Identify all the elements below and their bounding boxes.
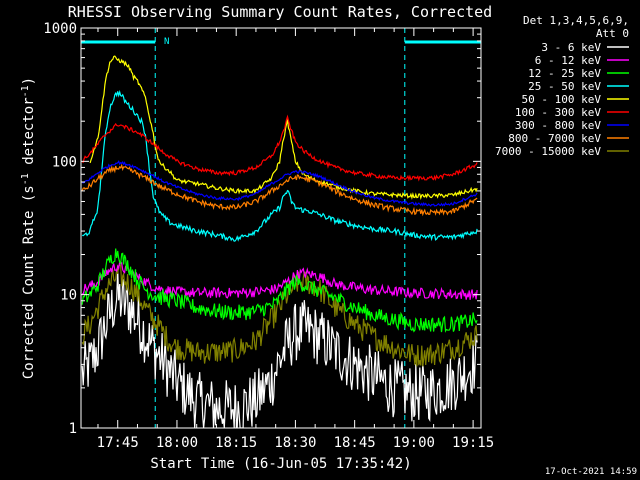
legend-label: 6 - 12 keV <box>535 54 602 67</box>
series-line-800-7000keV <box>81 163 478 217</box>
series-line-25-50keV <box>82 89 478 242</box>
timestamp: 17-Oct-2021 14:59 <box>545 467 637 477</box>
legend-label: 25 - 50 keV <box>528 80 601 93</box>
chart-title: RHESSI Observing Summary Count Rates, Co… <box>68 3 492 21</box>
legend-header-line1: Det 1,3,4,5,6,9, <box>523 14 629 27</box>
x-axis: 17:45 18:00 18:15 18:30 18:45 19:00 19:15 <box>97 28 494 451</box>
y-axis-label-sup2: -1 <box>20 85 31 97</box>
x-tick-label: 18:30 <box>274 435 316 451</box>
legend-label: 800 - 7000 keV <box>508 132 601 145</box>
series-line-50-100keV <box>89 55 478 200</box>
series-line-6-12keV <box>82 259 478 300</box>
x-tick-label: 18:00 <box>156 435 198 451</box>
y-tick-label: 100 <box>52 154 77 170</box>
legend-label: 12 - 25 keV <box>528 67 601 80</box>
x-tick-label: 17:45 <box>97 435 139 451</box>
y-tick-label: 10 <box>60 288 77 304</box>
legend-header-line2: Att 0 <box>596 27 629 40</box>
x-axis-label: Start Time (16-Jun-05 17:35:42) <box>150 456 411 472</box>
x-tick-label: 18:15 <box>215 435 257 451</box>
series-line-7000-15000keV <box>81 264 478 367</box>
series-layer <box>81 55 478 428</box>
legend-label: 300 - 800 keV <box>515 119 601 132</box>
y-tick-label: 1000 <box>43 21 77 37</box>
plot-frame <box>80 27 482 429</box>
y-axis: 1 10 100 1000 <box>43 21 481 437</box>
y-tick-label: 1 <box>69 421 77 437</box>
legend-label: 7000 - 15000 keV <box>495 145 601 158</box>
y-axis-label-part2: detector <box>21 97 37 173</box>
y-axis-label-part1: Corrected Count Rate (s <box>21 185 37 379</box>
y-axis-label-part3: ) <box>21 77 37 85</box>
series-line-300-800keV <box>82 160 478 207</box>
x-tick-label: 18:45 <box>334 435 376 451</box>
series-line-100-300keV <box>81 114 478 182</box>
legend-label: 3 - 6 keV <box>541 41 601 54</box>
y-axis-label: Corrected Count Rate (s-1 detector-1) <box>20 77 37 379</box>
legend-label: 50 - 100 keV <box>522 93 602 106</box>
series-line-3-6keV <box>81 269 478 428</box>
series-line-12-25keV <box>81 248 478 333</box>
legend-label: 100 - 300 keV <box>515 106 601 119</box>
y-axis-label-sup1: -1 <box>20 173 31 185</box>
x-tick-label: 19:15 <box>452 435 494 451</box>
x-tick-label: 19:00 <box>393 435 435 451</box>
night-marker-label: N <box>164 37 169 47</box>
